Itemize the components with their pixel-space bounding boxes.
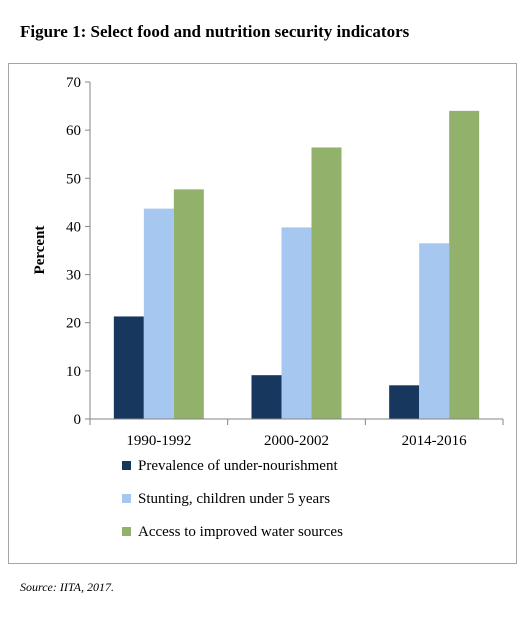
legend-label: Prevalence of under-nourishment: [138, 458, 338, 474]
x-tick-label: 2000-2002: [264, 433, 329, 449]
legend-label: Stunting, children under 5 years: [138, 491, 330, 507]
bars-group: [113, 110, 480, 419]
chart-frame: [8, 63, 517, 564]
x-tick-label: 1990-1992: [126, 433, 191, 449]
bar: [311, 147, 342, 419]
bar: [251, 375, 282, 419]
y-tick-label: 50: [66, 171, 81, 187]
y-tick-label: 70: [66, 75, 81, 91]
bar: [113, 316, 144, 419]
legend-swatch: [122, 494, 131, 503]
y-axis: 0 10 20 30 40 50 60 70: [66, 75, 91, 428]
y-tick-label: 60: [66, 123, 81, 139]
bar: [389, 385, 420, 419]
bar: [419, 243, 450, 419]
bar: [173, 189, 204, 419]
bar: [143, 208, 174, 419]
y-tick-label: 10: [66, 364, 81, 380]
legend-label: Access to improved water sources: [138, 524, 343, 540]
x-tick-label: 2014-2016: [402, 433, 467, 449]
legend-swatch: [122, 527, 131, 536]
y-tick-label: 40: [66, 219, 81, 235]
y-tick-label: 30: [66, 268, 81, 284]
y-tick-label: 0: [74, 412, 82, 428]
bar: [281, 227, 312, 419]
figure-title: Figure 1: Select food and nutrition secu…: [20, 22, 410, 41]
y-tick-label: 20: [66, 316, 81, 332]
source-note: Source: IITA, 2017.: [20, 580, 114, 594]
y-axis-label: Percent: [32, 226, 48, 275]
x-axis: 1990-1992 2000-2002 2014-2016: [89, 418, 504, 449]
legend: Prevalence of under-nourishment Stunting,…: [122, 458, 343, 540]
legend-swatch: [122, 461, 131, 470]
bar: [449, 110, 480, 419]
